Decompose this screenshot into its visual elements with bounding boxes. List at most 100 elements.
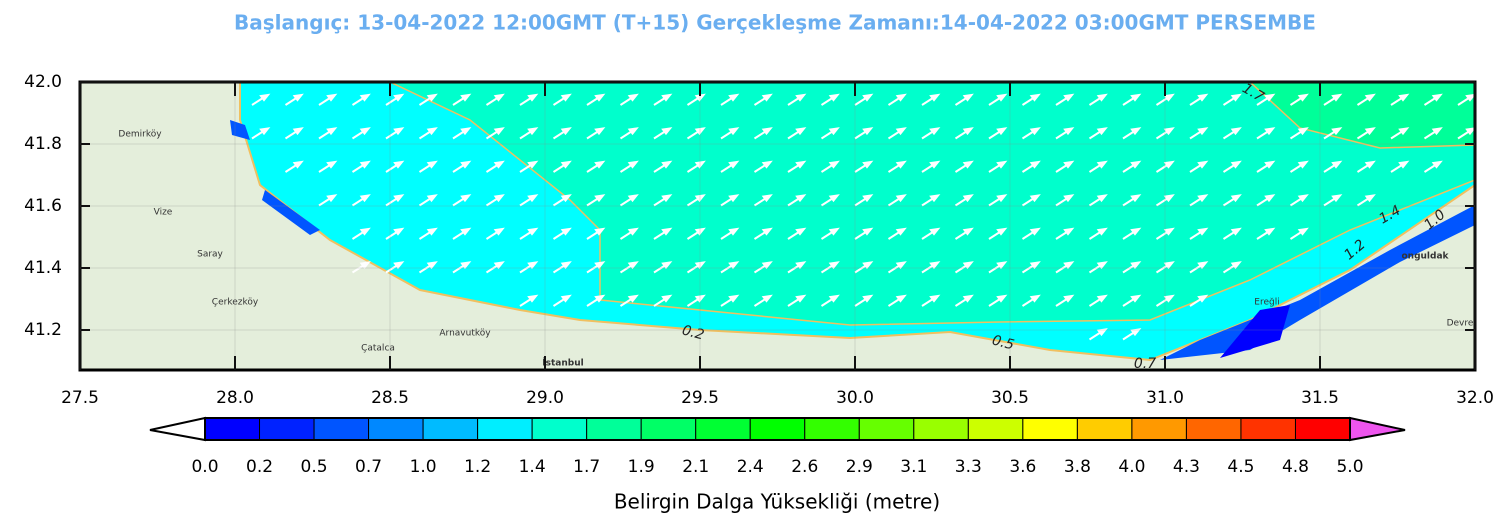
arrow — [1289, 194, 1309, 207]
colorbar-swatch — [422, 417, 479, 441]
arrow — [1055, 93, 1075, 106]
arrow — [921, 227, 941, 240]
arrow — [954, 227, 974, 240]
arrow — [854, 261, 874, 274]
arrow — [988, 127, 1008, 140]
arrow — [720, 194, 740, 207]
arrow — [686, 127, 706, 140]
arrow — [1122, 227, 1142, 240]
arrow — [1423, 127, 1443, 140]
arrow — [385, 93, 405, 106]
colorbar-swatch — [204, 417, 261, 441]
arrow — [552, 194, 572, 207]
colorbar-label: 1.4 — [519, 457, 546, 477]
place-label: İstanbul — [542, 358, 583, 369]
x-tick-label: 31.5 — [1301, 388, 1339, 408]
arrows — [251, 93, 1475, 341]
arrow — [519, 261, 539, 274]
arrow — [954, 93, 974, 106]
arrow — [1289, 160, 1309, 173]
contour-label: 0.7 — [1134, 356, 1156, 372]
arrow — [753, 294, 773, 307]
place-label: Çatalca — [361, 344, 395, 354]
arrow — [686, 194, 706, 207]
arrow — [921, 261, 941, 274]
x-tick-label: 29.0 — [526, 388, 564, 408]
arrow — [1222, 160, 1242, 173]
colorbar-swatch — [477, 417, 533, 441]
arrow — [1055, 294, 1075, 307]
arrow — [485, 227, 505, 240]
colorbar-swatch — [858, 417, 915, 441]
arrow — [385, 194, 405, 207]
arrow — [318, 160, 338, 173]
arrow — [921, 93, 941, 106]
colorbar-label: 3.3 — [955, 457, 982, 477]
y-tick-label: 41.8 — [24, 134, 62, 154]
arrow — [988, 194, 1008, 207]
arrow — [552, 261, 572, 274]
arrow — [1189, 194, 1209, 207]
arrow — [1323, 127, 1343, 140]
arrow — [586, 93, 606, 106]
arrow — [921, 127, 941, 140]
arrow — [452, 93, 472, 106]
arrow — [720, 93, 740, 106]
colorbar-frame — [204, 417, 1351, 441]
arrow — [1256, 160, 1276, 173]
arrow — [686, 227, 706, 240]
place-label: onguldak — [1401, 252, 1449, 262]
arrow — [1155, 227, 1175, 240]
arrow — [787, 227, 807, 240]
colorbar-label: 1.2 — [464, 457, 491, 477]
arrow — [452, 160, 472, 173]
arrow — [1088, 261, 1108, 274]
colorbar-label: 2.9 — [846, 457, 873, 477]
arrow — [1289, 93, 1309, 106]
colorbar-swatch — [531, 417, 588, 441]
arrow — [653, 294, 673, 307]
arrow — [1088, 194, 1108, 207]
colorbar-swatch — [1240, 417, 1296, 441]
arrow — [1088, 294, 1108, 307]
place-label: Devre — [1447, 319, 1474, 329]
title: Başlangıç: 13-04-2022 12:00GMT (T+15) Ge… — [234, 11, 1316, 35]
arrow — [586, 227, 606, 240]
arrow — [519, 93, 539, 106]
colorbar-label: 3.8 — [1064, 457, 1091, 477]
place-label: Vize — [154, 208, 173, 218]
arrow — [452, 227, 472, 240]
colorbar-swatch — [586, 417, 642, 441]
arrow — [1055, 194, 1075, 207]
arrow — [1021, 127, 1041, 140]
x-tick-label: 31.0 — [1146, 388, 1184, 408]
arrow — [887, 160, 907, 173]
arrow — [1155, 294, 1175, 307]
colorbar-label: 4.3 — [1173, 457, 1200, 477]
arrow — [1021, 160, 1041, 173]
arrow — [1122, 328, 1142, 341]
x-tick-label: 32.0 — [1456, 388, 1494, 408]
arrow — [318, 194, 338, 207]
colorbar-swatch — [1022, 417, 1078, 441]
arrow — [954, 127, 974, 140]
arrow — [753, 160, 773, 173]
arrow — [1021, 227, 1041, 240]
colorbar-label: 0.0 — [191, 457, 218, 477]
arrow — [787, 194, 807, 207]
arrow — [1323, 194, 1343, 207]
arrow — [653, 93, 673, 106]
arrow — [921, 194, 941, 207]
arrow — [452, 261, 472, 274]
arrow — [519, 160, 539, 173]
arrow — [1256, 93, 1276, 106]
arrow — [820, 194, 840, 207]
arrow — [820, 227, 840, 240]
arrow — [720, 294, 740, 307]
colorbar-label: 3.1 — [900, 457, 927, 477]
arrow — [552, 160, 572, 173]
arrow — [686, 160, 706, 173]
arrow — [921, 294, 941, 307]
colorbar-label: 1.0 — [410, 457, 437, 477]
